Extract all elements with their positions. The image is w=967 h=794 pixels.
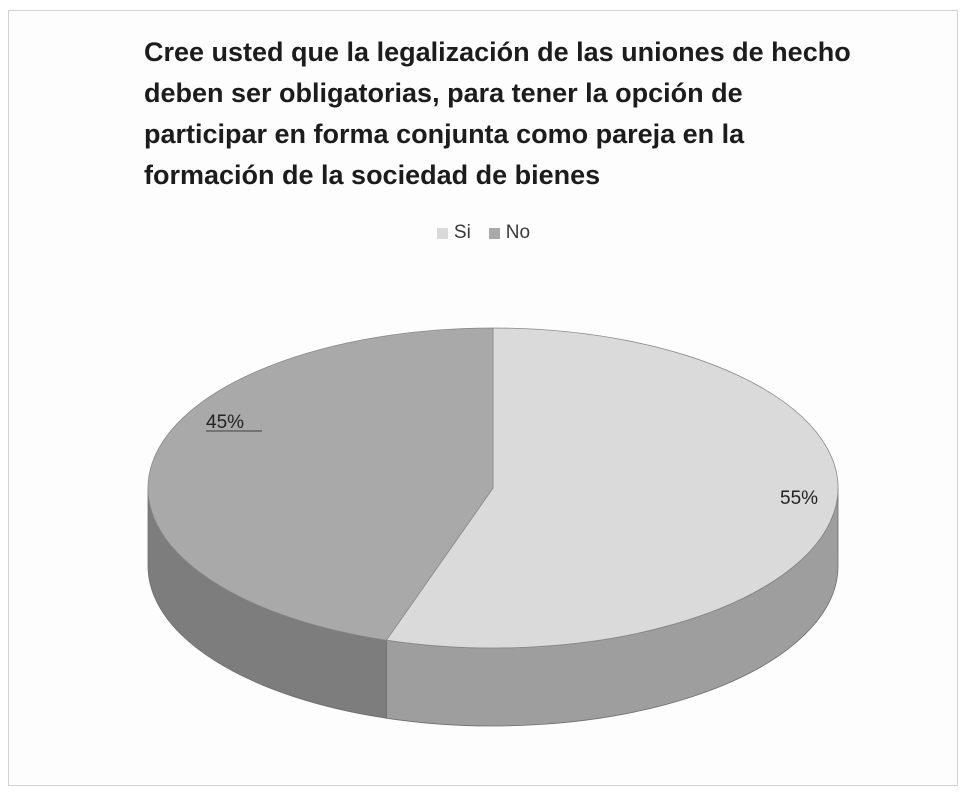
- chart-title: Cree usted que la legalización de las un…: [144, 32, 904, 196]
- chart-title-line-4: formación de la sociedad de bienes: [144, 160, 601, 190]
- pie-labels: 55% 45%: [206, 412, 818, 509]
- pie-slice-no: [147, 327, 494, 641]
- chart-title-line-2: deben ser obligatorias, para tener la op…: [144, 78, 743, 108]
- legend-label-si: Si: [453, 222, 471, 243]
- legend-label-no: No: [505, 222, 531, 243]
- chart-title-line-3: participar en forma conjunta como pareja…: [144, 119, 745, 149]
- legend-item-si: Si: [436, 222, 471, 244]
- legend-swatch-si: [436, 227, 448, 239]
- data-label-si: 55%: [780, 488, 818, 509]
- chart-legend: Si No: [0, 222, 967, 244]
- legend-swatch-no: [488, 227, 500, 239]
- pie-slice-si: [385, 327, 839, 649]
- data-label-no: 45%: [206, 412, 244, 433]
- legend-item-no: No: [488, 222, 531, 244]
- pie-slices: [147, 327, 839, 649]
- chart-title-line-1: Cree usted que la legalización de las un…: [144, 37, 851, 67]
